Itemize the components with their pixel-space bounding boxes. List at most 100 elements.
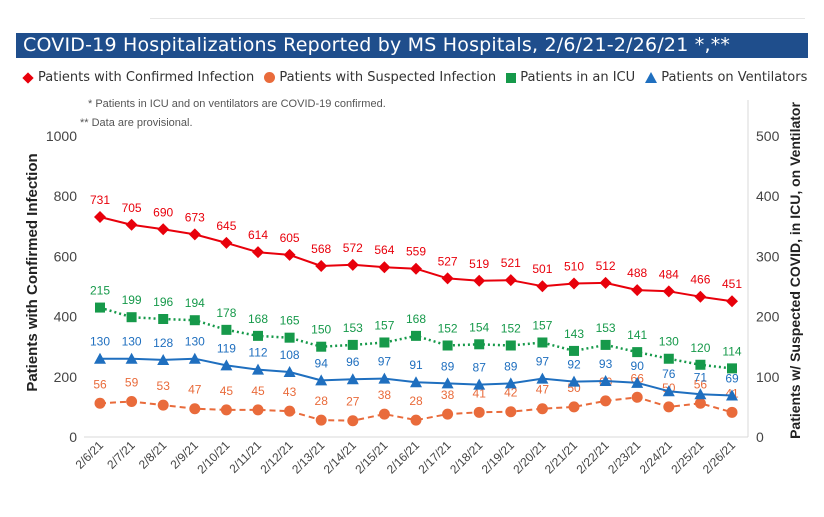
data-label-icu-11: 152 <box>438 321 458 335</box>
data-label-confirmed-2: 690 <box>153 205 173 219</box>
marker-icu-17 <box>632 347 643 358</box>
marker-confirmed-8 <box>346 258 359 271</box>
data-label-suspected-4: 45 <box>220 384 234 398</box>
data-label-ventilators-9: 97 <box>378 355 392 369</box>
marker-suspected-12 <box>473 406 485 418</box>
marker-confirmed-17 <box>631 284 644 297</box>
data-label-confirmed-4: 645 <box>216 219 236 233</box>
marker-suspected-4 <box>220 404 232 416</box>
marker-confirmed-0 <box>94 210 106 223</box>
data-label-ventilators-18: 76 <box>662 367 676 381</box>
top-divider <box>150 18 805 19</box>
marker-confirmed-7 <box>315 260 328 273</box>
marker-suspected-15 <box>568 401 580 413</box>
y-tick-right-4: 400 <box>756 188 780 204</box>
x-tick-label-18: 2/24/21 <box>637 438 675 476</box>
marker-ventilators-12 <box>473 378 486 390</box>
marker-confirmed-20 <box>726 295 738 308</box>
data-label-ventilators-15: 92 <box>567 358 581 372</box>
marker-ventilators-6 <box>283 365 296 377</box>
marker-ventilators-16 <box>599 375 612 387</box>
marker-icu-15 <box>569 345 579 356</box>
marker-ventilators-1 <box>125 352 138 364</box>
series-line-suspected <box>99 396 733 422</box>
legend-item-suspected[interactable]: Patients with Suspected Infection <box>264 70 496 85</box>
circle-icon <box>264 72 276 83</box>
data-label-ventilators-16: 93 <box>599 357 613 371</box>
data-label-icu-3: 194 <box>185 296 205 310</box>
data-label-suspected-8: 27 <box>346 395 360 409</box>
data-label-ventilators-17: 90 <box>631 359 645 373</box>
marker-suspected-10 <box>410 414 422 426</box>
data-label-confirmed-16: 512 <box>596 259 616 273</box>
data-label-icu-10: 168 <box>406 312 426 326</box>
x-tick-label-15: 2/21/21 <box>542 438 580 476</box>
marker-icu-3 <box>189 315 200 326</box>
y-tick-right-3: 300 <box>756 248 780 264</box>
data-label-suspected-1: 59 <box>125 375 139 389</box>
data-label-confirmed-20: 451 <box>722 277 742 291</box>
marker-ventilators-14 <box>536 372 549 384</box>
data-label-icu-5: 168 <box>248 312 268 326</box>
data-label-ventilators-5: 112 <box>248 346 267 360</box>
marker-ventilators-20 <box>726 389 738 401</box>
marker-ventilators-9 <box>378 372 391 384</box>
marker-ventilators-10 <box>410 376 422 388</box>
chart-title-bar: COVID-19 Hospitalizations Reported by MS… <box>16 33 808 58</box>
data-label-confirmed-11: 527 <box>438 254 458 268</box>
marker-icu-19 <box>695 359 706 370</box>
data-label-confirmed-13: 521 <box>501 256 521 270</box>
marker-icu-8 <box>347 339 358 350</box>
legend-item-icu[interactable]: Patients in an ICU <box>506 70 635 85</box>
data-label-confirmed-14: 501 <box>532 262 552 276</box>
marker-icu-1 <box>126 312 137 323</box>
data-label-ventilators-20: 69 <box>725 371 739 385</box>
y-tick-right-1: 100 <box>756 369 780 385</box>
data-label-suspected-3: 47 <box>188 383 202 397</box>
x-tick-label-14: 2/20/21 <box>510 438 548 476</box>
data-label-ventilators-3: 130 <box>185 335 205 349</box>
marker-confirmed-10 <box>410 262 422 275</box>
data-label-suspected-13: 42 <box>504 386 518 400</box>
data-label-icu-19: 120 <box>690 341 710 355</box>
marker-confirmed-2 <box>157 223 170 236</box>
data-label-suspected-7: 28 <box>315 394 329 408</box>
marker-ventilators-18 <box>662 385 675 397</box>
y-tick-left-1: 200 <box>54 369 78 385</box>
y-tick-right-2: 200 <box>756 309 780 325</box>
data-label-suspected-9: 38 <box>378 388 392 402</box>
marker-icu-4 <box>221 324 232 335</box>
data-label-confirmed-0: 731 <box>90 193 110 207</box>
marker-confirmed-16 <box>599 276 612 289</box>
data-label-ventilators-4: 119 <box>217 341 236 355</box>
data-label-confirmed-17: 488 <box>627 266 647 280</box>
marker-confirmed-14 <box>536 280 549 293</box>
marker-ventilators-15 <box>568 375 580 387</box>
data-label-icu-4: 178 <box>216 306 236 320</box>
data-label-confirmed-12: 519 <box>469 257 489 271</box>
data-label-ventilators-1: 130 <box>122 335 142 349</box>
data-label-icu-8: 153 <box>343 321 363 335</box>
data-label-confirmed-10: 559 <box>406 245 426 259</box>
marker-icu-12 <box>474 339 485 350</box>
marker-icu-6 <box>284 332 295 343</box>
marker-suspected-20 <box>726 406 738 418</box>
marker-confirmed-5 <box>252 246 264 259</box>
y-tick-left-3: 600 <box>54 248 78 264</box>
data-label-suspected-10: 28 <box>409 394 423 408</box>
square-icon <box>506 72 517 83</box>
data-label-suspected-5: 45 <box>251 384 265 398</box>
legend-item-ventilators[interactable]: Patients on Ventilators <box>645 70 807 85</box>
marker-ventilators-2 <box>157 353 170 365</box>
data-label-icu-6: 165 <box>280 314 300 328</box>
data-label-ventilators-0: 130 <box>90 335 110 349</box>
marker-suspected-6 <box>284 405 296 417</box>
data-label-icu-2: 196 <box>153 295 173 309</box>
legend-item-confirmed[interactable]: Patients with Confirmed Infection <box>22 70 254 85</box>
data-label-icu-17: 141 <box>627 328 647 342</box>
data-label-confirmed-1: 705 <box>122 201 142 215</box>
data-label-ventilators-11: 89 <box>441 359 455 373</box>
data-label-confirmed-5: 614 <box>248 228 268 242</box>
data-label-ventilators-8: 96 <box>346 355 360 369</box>
x-tick-label-12: 2/18/21 <box>447 438 485 476</box>
